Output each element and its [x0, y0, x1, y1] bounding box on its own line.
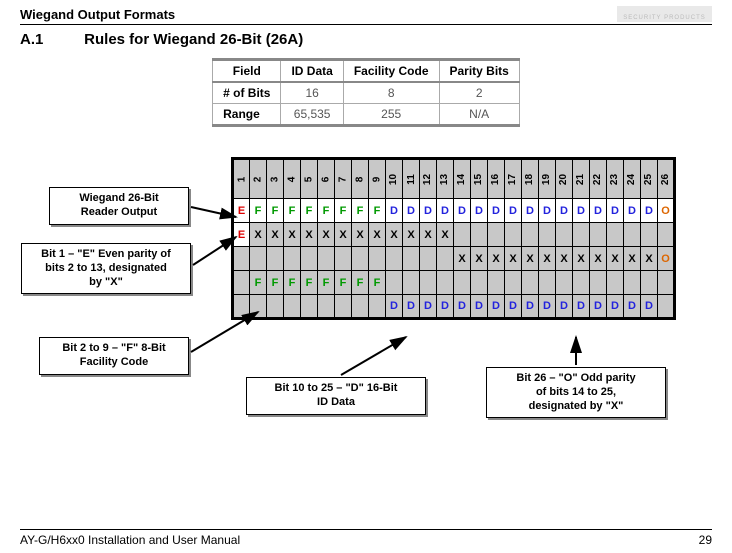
bit-diagram: 1234567891011121314151617181920212223242…: [21, 157, 711, 457]
callout-facility: Bit 2 to 9 – "F" 8-BitFacility Code: [39, 337, 189, 375]
section-num: A.1: [20, 31, 80, 48]
col-iddata: ID Data: [281, 60, 343, 83]
section-heading: A.1 Rules for Wiegand 26-Bit (26A): [20, 31, 712, 48]
col-parity: Parity Bits: [439, 60, 519, 83]
section-title-text: Rules for Wiegand 26-Bit (26A): [84, 31, 303, 48]
table-row: # of Bits 16 8 2: [213, 82, 520, 104]
footer-right: 29: [699, 533, 712, 547]
page-footer: AY-G/H6xx0 Installation and User Manual …: [20, 529, 712, 547]
footer-left: AY-G/H6xx0 Installation and User Manual: [20, 533, 240, 547]
callout-iddata: Bit 10 to 25 – "D" 16-BitID Data: [246, 377, 426, 415]
callout-oddparity: Bit 26 – "O" Odd parityof bits 14 to 25,…: [486, 367, 666, 418]
page-header: Wiegand Output Formats SECURITY PRODUCTS: [20, 6, 712, 25]
col-field: Field: [213, 60, 281, 83]
spec-table: Field ID Data Facility Code Parity Bits …: [212, 58, 520, 127]
bit-grid: 1234567891011121314151617181920212223242…: [231, 157, 676, 320]
brand-box: SECURITY PRODUCTS: [617, 6, 712, 22]
callout-reader: Wiegand 26-BitReader Output: [49, 187, 189, 225]
callout-bit1: Bit 1 – "E" Even parity ofbits 2 to 13, …: [21, 243, 191, 294]
header-title: Wiegand Output Formats: [20, 7, 175, 22]
table-row: Range 65,535 255 N/A: [213, 104, 520, 126]
col-facility: Facility Code: [343, 60, 439, 83]
